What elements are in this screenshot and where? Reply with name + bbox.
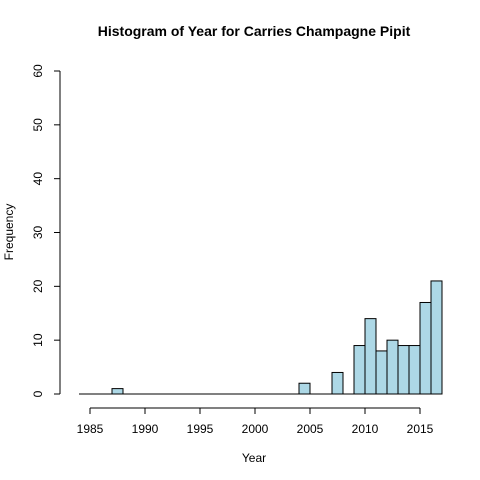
y-axis-label: Frequency (2, 204, 16, 261)
y-axis-ticks: 0 10 20 30 40 50 60 (31, 64, 60, 397)
y-tick-label: 40 (31, 172, 45, 186)
histogram-bar (331, 371, 344, 395)
x-tick-label: 1985 (77, 422, 104, 436)
histogram-bar (375, 350, 388, 395)
histogram-bar (430, 280, 443, 395)
x-tick-label: 2010 (352, 422, 379, 436)
histogram-bar (386, 339, 399, 395)
histogram-bar (408, 345, 421, 395)
bars-group (79, 280, 443, 395)
x-tick-label: 2005 (297, 422, 324, 436)
x-axis-ticks: 1985 1990 1995 2000 2005 2010 2015 (77, 408, 434, 436)
y-tick-label: 20 (31, 279, 45, 293)
histogram-bar (353, 345, 366, 395)
chart-title: Histogram of Year for Carries Champagne … (98, 23, 411, 39)
x-tick-label: 1995 (187, 422, 214, 436)
x-tick-label: 1990 (132, 422, 159, 436)
y-tick-label: 30 (31, 226, 45, 240)
x-tick-label: 2000 (242, 422, 269, 436)
x-tick-label: 2015 (407, 422, 434, 436)
histogram-bar (364, 318, 377, 395)
histogram-bar (298, 382, 311, 395)
y-tick-label: 60 (31, 64, 45, 78)
y-tick-label: 10 (31, 333, 45, 347)
histogram-bar (111, 388, 124, 395)
histogram-bar (419, 301, 432, 395)
y-tick-label: 50 (31, 118, 45, 132)
x-axis-label: Year (242, 451, 266, 465)
y-tick-label: 0 (31, 390, 45, 397)
histogram-bar (397, 345, 410, 395)
